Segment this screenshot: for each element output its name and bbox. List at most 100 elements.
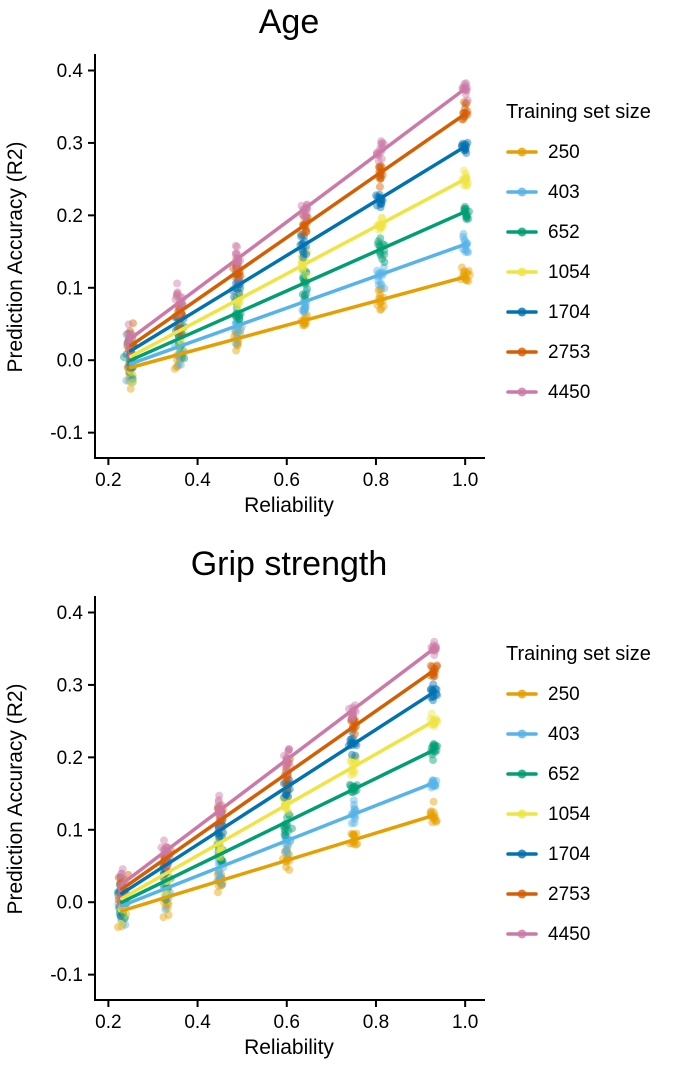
data-point bbox=[124, 320, 133, 329]
data-point bbox=[282, 763, 291, 772]
legend-key-point bbox=[517, 849, 527, 859]
data-point bbox=[301, 291, 310, 299]
data-point bbox=[297, 252, 306, 261]
data-point bbox=[299, 229, 308, 238]
lines-layer bbox=[128, 86, 467, 370]
trend-line-403 bbox=[128, 242, 467, 366]
data-point bbox=[349, 830, 358, 839]
data-point bbox=[281, 828, 290, 836]
data-point bbox=[127, 378, 136, 387]
data-point bbox=[128, 371, 137, 380]
data-point bbox=[430, 651, 439, 659]
data-point bbox=[376, 175, 385, 184]
data-point bbox=[377, 305, 386, 313]
data-point bbox=[353, 839, 362, 848]
data-point bbox=[377, 214, 386, 223]
data-point bbox=[462, 181, 471, 190]
data-point bbox=[159, 913, 168, 922]
data-point bbox=[380, 284, 389, 293]
data-point bbox=[302, 250, 311, 259]
data-point bbox=[121, 920, 130, 929]
legend-key-point bbox=[517, 227, 527, 237]
data-point bbox=[373, 266, 382, 275]
data-point bbox=[280, 751, 288, 760]
legend-label: 403 bbox=[548, 724, 580, 745]
data-point bbox=[302, 289, 311, 298]
data-point bbox=[122, 910, 130, 919]
data-point bbox=[281, 832, 290, 841]
data-point bbox=[125, 377, 134, 386]
data-point bbox=[352, 829, 361, 838]
data-point bbox=[180, 354, 189, 363]
trend-line-652 bbox=[120, 748, 436, 904]
x-tick-label: 0.8 bbox=[363, 1012, 389, 1033]
x-tick-label: 0.2 bbox=[95, 1012, 121, 1033]
data-point bbox=[350, 729, 359, 738]
age-figure: Age 0.2 0.4 0.6 0.8 1.0 -0.1 0.0 0.1 0.2 0.3 0.4 Re… bbox=[4, 3, 651, 517]
data-point bbox=[376, 162, 385, 171]
data-point bbox=[347, 716, 356, 725]
grip-strength-figure: Grip strength 0.2 0.4 0.6 0.8 1.0 -0.1 0.0 0.1 0… bbox=[0, 542, 685, 1084]
data-point bbox=[429, 641, 438, 650]
y-tick-label: 0.4 bbox=[57, 603, 84, 624]
data-point bbox=[377, 200, 386, 208]
data-point bbox=[213, 888, 222, 897]
data-point bbox=[460, 181, 468, 190]
data-point bbox=[374, 280, 383, 289]
data-point bbox=[374, 286, 383, 295]
data-point bbox=[117, 914, 126, 923]
data-point bbox=[114, 923, 122, 932]
data-point bbox=[376, 285, 385, 294]
data-point bbox=[301, 267, 310, 276]
data-point bbox=[173, 356, 181, 365]
data-point bbox=[460, 79, 469, 88]
data-point bbox=[157, 843, 166, 852]
data-point bbox=[215, 833, 224, 842]
data-point bbox=[298, 290, 307, 299]
trend-line-1054 bbox=[120, 719, 436, 901]
data-point bbox=[350, 819, 359, 827]
data-point bbox=[282, 791, 290, 799]
data-point bbox=[282, 847, 291, 856]
legend-key-point bbox=[517, 729, 527, 739]
data-point bbox=[461, 248, 470, 256]
data-point bbox=[460, 267, 469, 276]
x-axis-title: Reliability bbox=[244, 494, 334, 517]
data-point bbox=[429, 797, 438, 806]
legend-key-point bbox=[517, 347, 527, 357]
data-point bbox=[214, 882, 223, 891]
legend-label: 1054 bbox=[548, 262, 591, 283]
data-point bbox=[427, 807, 436, 816]
data-point bbox=[429, 741, 438, 749]
data-point bbox=[285, 850, 293, 859]
data-point bbox=[433, 717, 442, 726]
data-point bbox=[229, 264, 238, 273]
data-point bbox=[429, 739, 438, 748]
data-point bbox=[375, 162, 384, 171]
data-point bbox=[432, 746, 441, 755]
data-point bbox=[280, 848, 289, 856]
data-point bbox=[232, 304, 241, 313]
data-point bbox=[464, 267, 473, 275]
data-point bbox=[128, 378, 137, 387]
data-point bbox=[122, 330, 131, 339]
data-point bbox=[127, 374, 136, 383]
x-axis-title: Reliability bbox=[244, 1036, 334, 1059]
data-point bbox=[376, 305, 385, 314]
data-point bbox=[278, 794, 287, 802]
data-point bbox=[300, 305, 309, 314]
data-point bbox=[231, 249, 240, 258]
data-point bbox=[119, 353, 128, 362]
data-point bbox=[280, 793, 289, 802]
data-point bbox=[282, 793, 291, 802]
data-point bbox=[236, 287, 245, 296]
data-point bbox=[429, 672, 438, 681]
data-point bbox=[282, 845, 291, 854]
data-point bbox=[280, 825, 289, 834]
data-point bbox=[375, 163, 384, 172]
data-point bbox=[281, 823, 290, 832]
data-point bbox=[282, 863, 291, 872]
data-point bbox=[462, 149, 471, 157]
data-point bbox=[288, 824, 296, 833]
data-point bbox=[462, 213, 471, 221]
